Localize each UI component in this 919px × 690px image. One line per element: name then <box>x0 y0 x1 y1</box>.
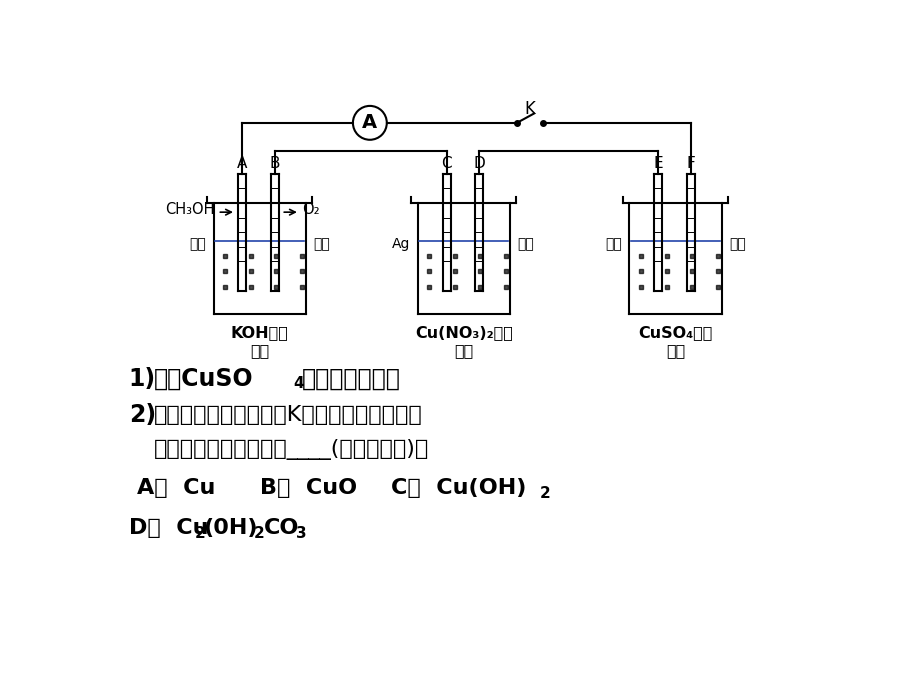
Text: (0H): (0H) <box>203 518 257 538</box>
Text: A: A <box>236 156 247 171</box>
Text: 丙池: 丙池 <box>665 343 685 358</box>
Text: 石墨: 石墨 <box>517 237 534 251</box>
Text: CuSO₄溶液: CuSO₄溶液 <box>638 326 712 341</box>
Text: 石墨: 石墨 <box>605 237 621 251</box>
Text: 2: 2 <box>539 486 550 501</box>
Text: 2): 2) <box>129 404 156 427</box>
Text: 石墨: 石墨 <box>729 237 745 251</box>
Text: CO: CO <box>264 518 299 538</box>
Text: B．  CuO: B． CuO <box>259 477 357 497</box>
Text: D．  Cu: D． Cu <box>129 518 208 538</box>
Text: 4: 4 <box>292 376 303 391</box>
Text: F: F <box>686 156 695 171</box>
Text: A．  Cu: A． Cu <box>136 477 215 497</box>
Text: Ag: Ag <box>391 237 410 251</box>
Text: D: D <box>472 156 484 171</box>
Text: 溶液总反应式？: 溶液总反应式？ <box>301 367 401 391</box>
Text: 1): 1) <box>129 367 156 391</box>
Text: 2: 2 <box>194 526 205 541</box>
Text: 3: 3 <box>296 526 306 541</box>
Circle shape <box>353 106 386 140</box>
Text: K: K <box>524 100 535 118</box>
Text: Cu(NO₃)₂溶液: Cu(NO₃)₂溶液 <box>414 326 512 341</box>
Text: E: E <box>652 156 662 171</box>
Text: 电解CuSO: 电解CuSO <box>154 367 254 391</box>
Text: O₂: O₂ <box>301 202 320 217</box>
Text: A: A <box>362 113 377 132</box>
Text: KOH溶液: KOH溶液 <box>231 326 289 341</box>
Text: 石墨: 石墨 <box>313 237 330 251</box>
Text: CH₃OH: CH₃OH <box>165 202 215 217</box>
Text: 恢复到反应前浓度的是____(填选项字母)。: 恢复到反应前浓度的是____(填选项字母)。 <box>154 439 429 460</box>
Text: 石墨: 石墨 <box>189 237 206 251</box>
Text: 乙池: 乙池 <box>454 343 473 358</box>
Text: 甲池: 甲池 <box>250 343 269 358</box>
Text: 一段时间后，断开电键K。下列物质能使乙池: 一段时间后，断开电键K。下列物质能使乙池 <box>154 406 423 426</box>
Text: 2: 2 <box>254 526 264 541</box>
Text: B: B <box>269 156 280 171</box>
Text: C．  Cu(OH): C． Cu(OH) <box>391 477 526 497</box>
Text: C: C <box>441 156 451 171</box>
